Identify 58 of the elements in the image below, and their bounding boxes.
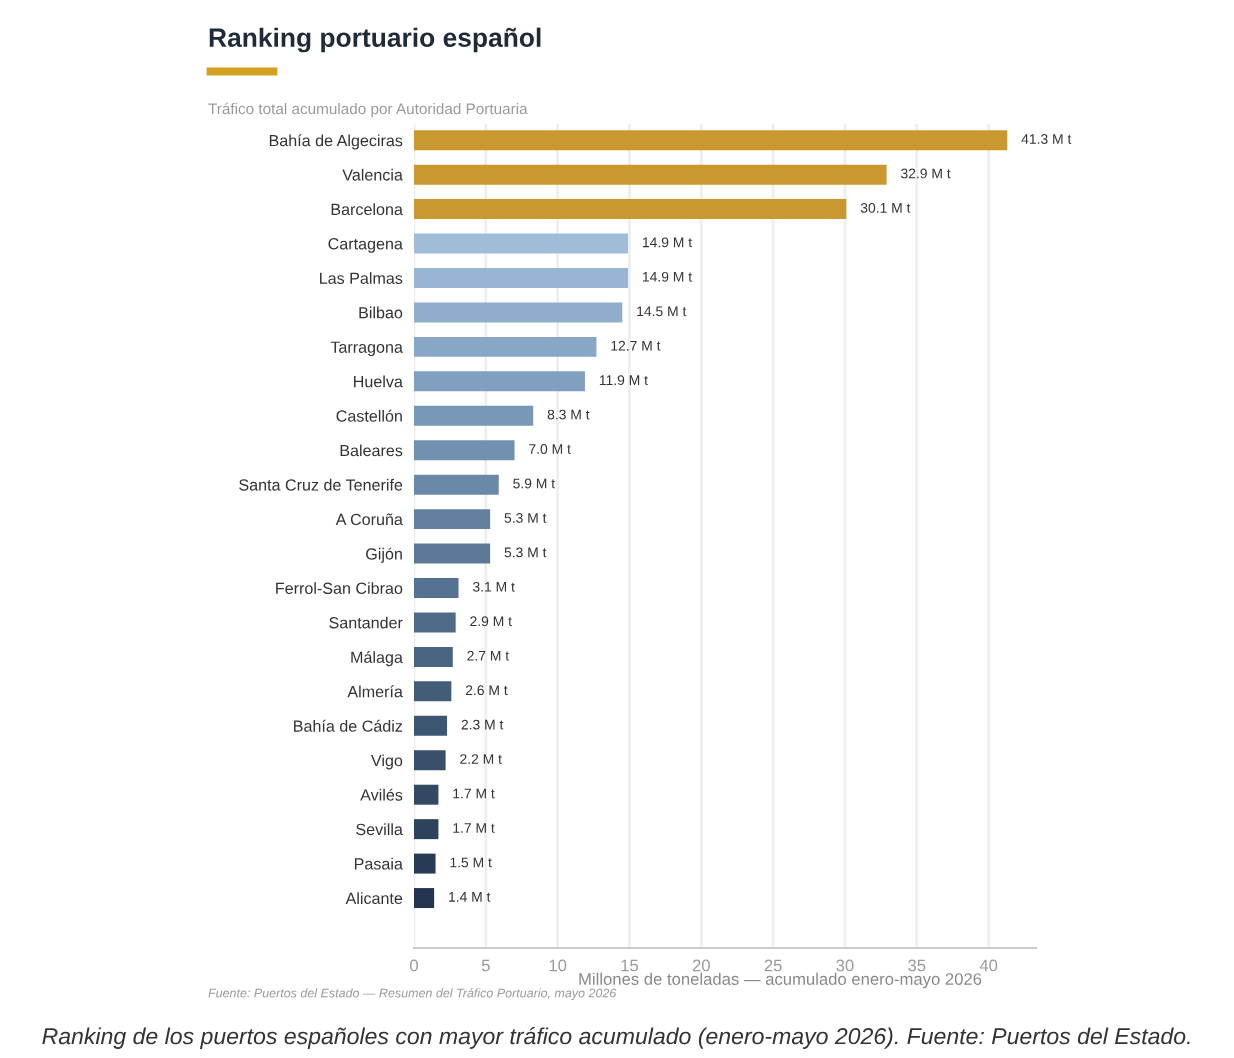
bar	[414, 405, 534, 426]
y-tick-label: Gijón	[366, 547, 402, 563]
bar	[414, 578, 459, 599]
y-tick-label: Baleares	[340, 444, 403, 457]
bar	[414, 474, 499, 495]
y-tick-label: Bahía de Algeciras	[269, 134, 403, 150]
x-tick-label: 15	[621, 959, 639, 972]
y-tick-label: Tarragona	[330, 341, 403, 357]
chart-title: Ranking portuario español	[209, 27, 541, 53]
bar	[414, 199, 847, 220]
bar	[414, 509, 491, 530]
bar	[414, 750, 446, 771]
y-tick-label: Castellón	[336, 409, 402, 422]
x-tick-label: 25	[764, 959, 782, 972]
y-tick-label: Vigo	[371, 754, 403, 770]
y-tick-label: Santander	[329, 616, 403, 629]
bar	[414, 267, 629, 288]
y-tick-label: Bilbao	[359, 306, 403, 319]
x-tick-label: 40	[979, 959, 998, 972]
y-tick-label: Bahía de Cádiz	[294, 719, 403, 732]
y-tick-label: Cartagena	[328, 238, 403, 253]
bar	[414, 336, 597, 357]
y-tick-label: Barcelona	[331, 203, 403, 216]
bar	[414, 819, 439, 840]
bar	[414, 681, 452, 702]
y-tick-label: Las Palmas	[320, 272, 403, 284]
y-tick-label: Almería	[347, 685, 403, 698]
bar	[414, 371, 585, 392]
bar	[414, 543, 491, 564]
bar	[414, 612, 456, 633]
bar	[414, 784, 439, 805]
bar	[414, 233, 629, 254]
bar	[414, 646, 453, 667]
bar	[414, 302, 623, 323]
y-tick-label: Sevilla	[356, 823, 403, 836]
x-tick-label: 30	[836, 959, 854, 972]
bar	[414, 164, 887, 185]
y-tick-label: Huelva	[354, 375, 403, 388]
y-tick-label: Alicante	[345, 892, 403, 905]
x-axis-title: Millones de toneladas — acumulado enero-mayo 2026	[579, 972, 982, 989]
bar	[414, 715, 448, 736]
y-tick-label: Santa Cruz de Tenerife	[239, 478, 403, 491]
y-tick-label: Málaga	[351, 650, 403, 667]
y-tick-label: A Coruña	[335, 513, 403, 526]
text: Ranking de los puertos españoles con mayor tráfico acumulado (enero-mayo 2026). Fuente: Puertos del Estado.	[42, 1027, 1190, 1049]
x-tick-label: 0	[410, 959, 418, 972]
bar	[414, 440, 515, 461]
x-tick-label: 10	[549, 959, 567, 972]
y-tick-label: Pasaia	[354, 857, 403, 870]
x-tick-label: 20	[692, 959, 710, 972]
y-tick-label: Avilés	[360, 788, 403, 801]
y-tick-label: Ferrol-San Cibrao	[276, 582, 403, 595]
y-tick-label: Valencia	[342, 168, 403, 181]
bar	[414, 853, 436, 874]
x-tick-label: 5	[481, 959, 490, 972]
bar	[414, 130, 1008, 151]
bar	[414, 888, 435, 909]
x-tick-label: 35	[908, 959, 926, 972]
